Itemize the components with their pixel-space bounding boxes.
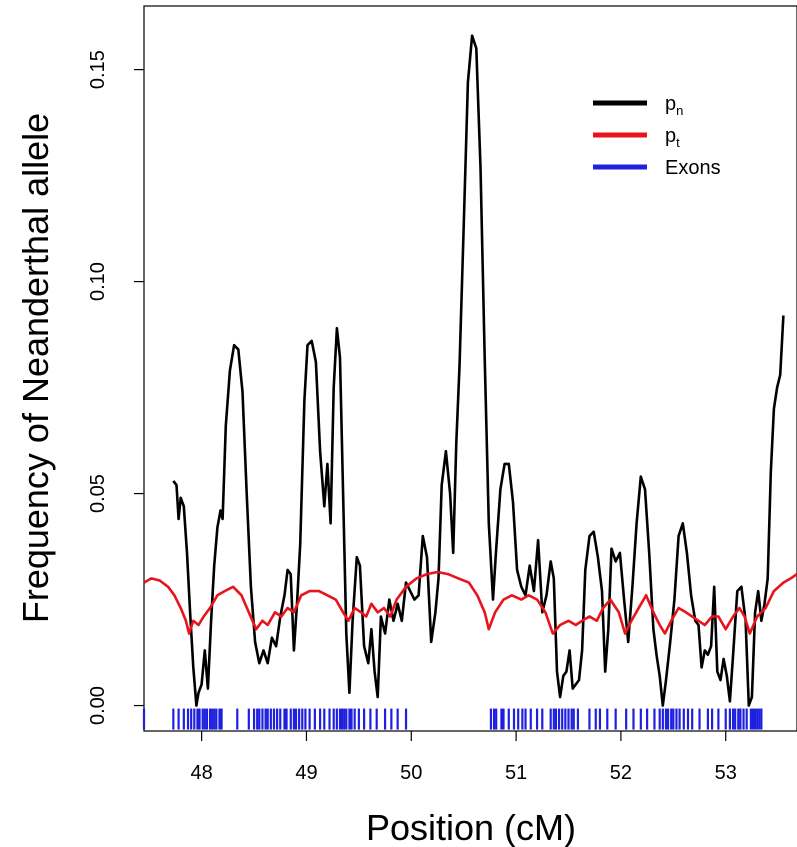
plot-frame: [143, 5, 797, 732]
series-line-pn: [172, 34, 785, 707]
y-tick-label-0: 0.00: [87, 686, 109, 725]
series-layer: [143, 34, 797, 707]
series-line-pt: [143, 570, 797, 635]
x-axis: 48 49 50 51 52 53: [191, 731, 737, 784]
x-axis-title: Position (cM): [366, 807, 576, 847]
x-tick-label-4: 52: [610, 762, 632, 784]
y-tick-label-3: 0.15: [87, 50, 109, 89]
y-axis-title: Frequency of Neanderthal allele: [15, 113, 56, 623]
x-tick-label-5: 53: [715, 762, 737, 784]
x-tick-label-1: 49: [295, 762, 317, 784]
legend-label-pt-base: p: [665, 125, 676, 147]
x-tick-label-0: 48: [191, 762, 213, 784]
legend: pn pt Exons: [569, 80, 744, 187]
legend-label-pn-base: p: [665, 93, 676, 115]
y-tick-label-2: 0.10: [87, 262, 109, 301]
legend-label-pn: pn: [665, 93, 683, 118]
legend-label-pt: pt: [665, 125, 680, 150]
legend-label-pt-sub: t: [676, 135, 680, 150]
y-axis: 0.00 0.05 0.10 0.15: [87, 50, 144, 725]
x-tick-label-3: 51: [505, 762, 527, 784]
y-tick-label-1: 0.05: [87, 474, 109, 513]
legend-label-exons: Exons: [665, 157, 721, 179]
x-tick-label-2: 50: [400, 762, 422, 784]
legend-label-pn-sub: n: [676, 103, 683, 118]
exon-ticks: [142, 708, 763, 730]
